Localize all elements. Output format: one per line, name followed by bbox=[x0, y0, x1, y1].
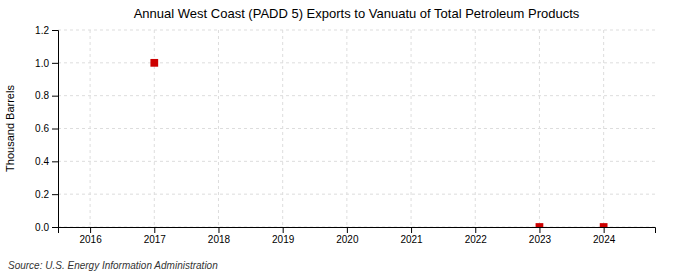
x-tick-label: 2016 bbox=[79, 234, 102, 245]
grid-line-x bbox=[282, 30, 283, 227]
x-tick-label: 2024 bbox=[593, 234, 616, 245]
grid-line-y bbox=[58, 30, 655, 31]
point bbox=[150, 59, 158, 67]
y-tick-label: 0.2 bbox=[35, 189, 49, 200]
x-tick-mark bbox=[539, 227, 540, 233]
chart: 2016201720182019202020212022202320240.00… bbox=[0, 0, 675, 275]
x-tick-label: 2018 bbox=[208, 234, 231, 245]
x-tick-mark bbox=[347, 227, 348, 233]
x-tick-label: 2017 bbox=[144, 234, 167, 245]
y-tick-label: 1.2 bbox=[35, 25, 49, 36]
plot: 2016201720182019202020212022202320240.00… bbox=[35, 25, 655, 245]
grid-line-y bbox=[58, 194, 655, 195]
x-tick: 2024 bbox=[593, 227, 616, 245]
y-tick-label: 0.8 bbox=[35, 90, 49, 101]
y-tick: 0.8 bbox=[35, 90, 58, 101]
x-axis: 2016 2017 2018 2019 2020 2021 2022 2023 2024 bbox=[59, 227, 656, 245]
grid-line-y bbox=[58, 62, 655, 63]
x-tick-mark bbox=[604, 227, 605, 233]
y-tick-mark bbox=[52, 63, 58, 64]
x-tick-label: 2020 bbox=[336, 234, 359, 245]
grid-line-x bbox=[90, 30, 91, 227]
x-tick-mark bbox=[154, 227, 155, 233]
grid-line-x bbox=[539, 30, 540, 227]
grid-line-x bbox=[603, 30, 604, 227]
x-tick: 2020 bbox=[336, 227, 359, 245]
point bbox=[600, 223, 608, 227]
grid-line-x bbox=[411, 30, 412, 227]
y-tick-label: 1.0 bbox=[35, 58, 49, 69]
y-tick-mark bbox=[52, 227, 58, 228]
x-tick: 2023 bbox=[529, 227, 552, 245]
y-tick: 0.0 bbox=[35, 222, 58, 233]
y-tick-label: 0.6 bbox=[35, 123, 49, 134]
x-tick: 2019 bbox=[272, 227, 295, 245]
y-tick-mark bbox=[52, 194, 58, 195]
y-tick: 0.6 bbox=[35, 123, 58, 134]
x-tick-mark bbox=[283, 227, 284, 233]
x-tick-mark bbox=[90, 227, 91, 233]
x-tick-label: 2019 bbox=[272, 234, 295, 245]
y-axis: 0.0 0.2 0.4 0.6 0.8 1.0 1.2 bbox=[35, 25, 58, 233]
grid-line-y bbox=[58, 161, 655, 162]
grid-line-y bbox=[58, 128, 655, 129]
x-tick-label: 2021 bbox=[400, 234, 423, 245]
y-axis-title: Thousand Barrels bbox=[4, 85, 16, 172]
y-tick-label: 0.0 bbox=[35, 222, 49, 233]
x-tick-label: 2023 bbox=[529, 234, 552, 245]
title: Annual West Coast (PADD 5) Exports to Va… bbox=[134, 6, 580, 21]
x-tick: 2016 bbox=[79, 227, 102, 245]
points bbox=[150, 59, 607, 227]
grid bbox=[58, 30, 655, 227]
y-tick-mark bbox=[52, 96, 58, 97]
x-tick: 2018 bbox=[208, 227, 231, 245]
grid-line-x bbox=[475, 30, 476, 227]
x-tick-mark bbox=[475, 227, 476, 233]
grid-line-y bbox=[58, 95, 655, 96]
y-tick-mark bbox=[52, 161, 58, 162]
annotation: Source: U.S. Energy Information Administ… bbox=[8, 260, 218, 271]
x-tick-mark bbox=[218, 227, 219, 233]
x-tick: 2021 bbox=[400, 227, 423, 245]
y-tick-mark bbox=[52, 30, 58, 31]
x-tick-mark bbox=[411, 227, 412, 233]
grid-line-x bbox=[218, 30, 219, 227]
y-axis-line bbox=[52, 31, 59, 228]
y-tick: 1.2 bbox=[35, 25, 58, 36]
y-tick-label: 0.4 bbox=[35, 156, 49, 167]
y-tick-mark bbox=[52, 129, 58, 130]
x-tick-label: 2022 bbox=[465, 234, 488, 245]
y-tick: 0.4 bbox=[35, 156, 58, 167]
x-tick: 2017 bbox=[144, 227, 167, 245]
y-tick: 0.2 bbox=[35, 189, 58, 200]
y-tick: 1.0 bbox=[35, 58, 58, 69]
x-tick: 2022 bbox=[465, 227, 488, 245]
grid-line-x bbox=[346, 30, 347, 227]
x-axis-line bbox=[59, 228, 656, 234]
point bbox=[536, 223, 544, 227]
